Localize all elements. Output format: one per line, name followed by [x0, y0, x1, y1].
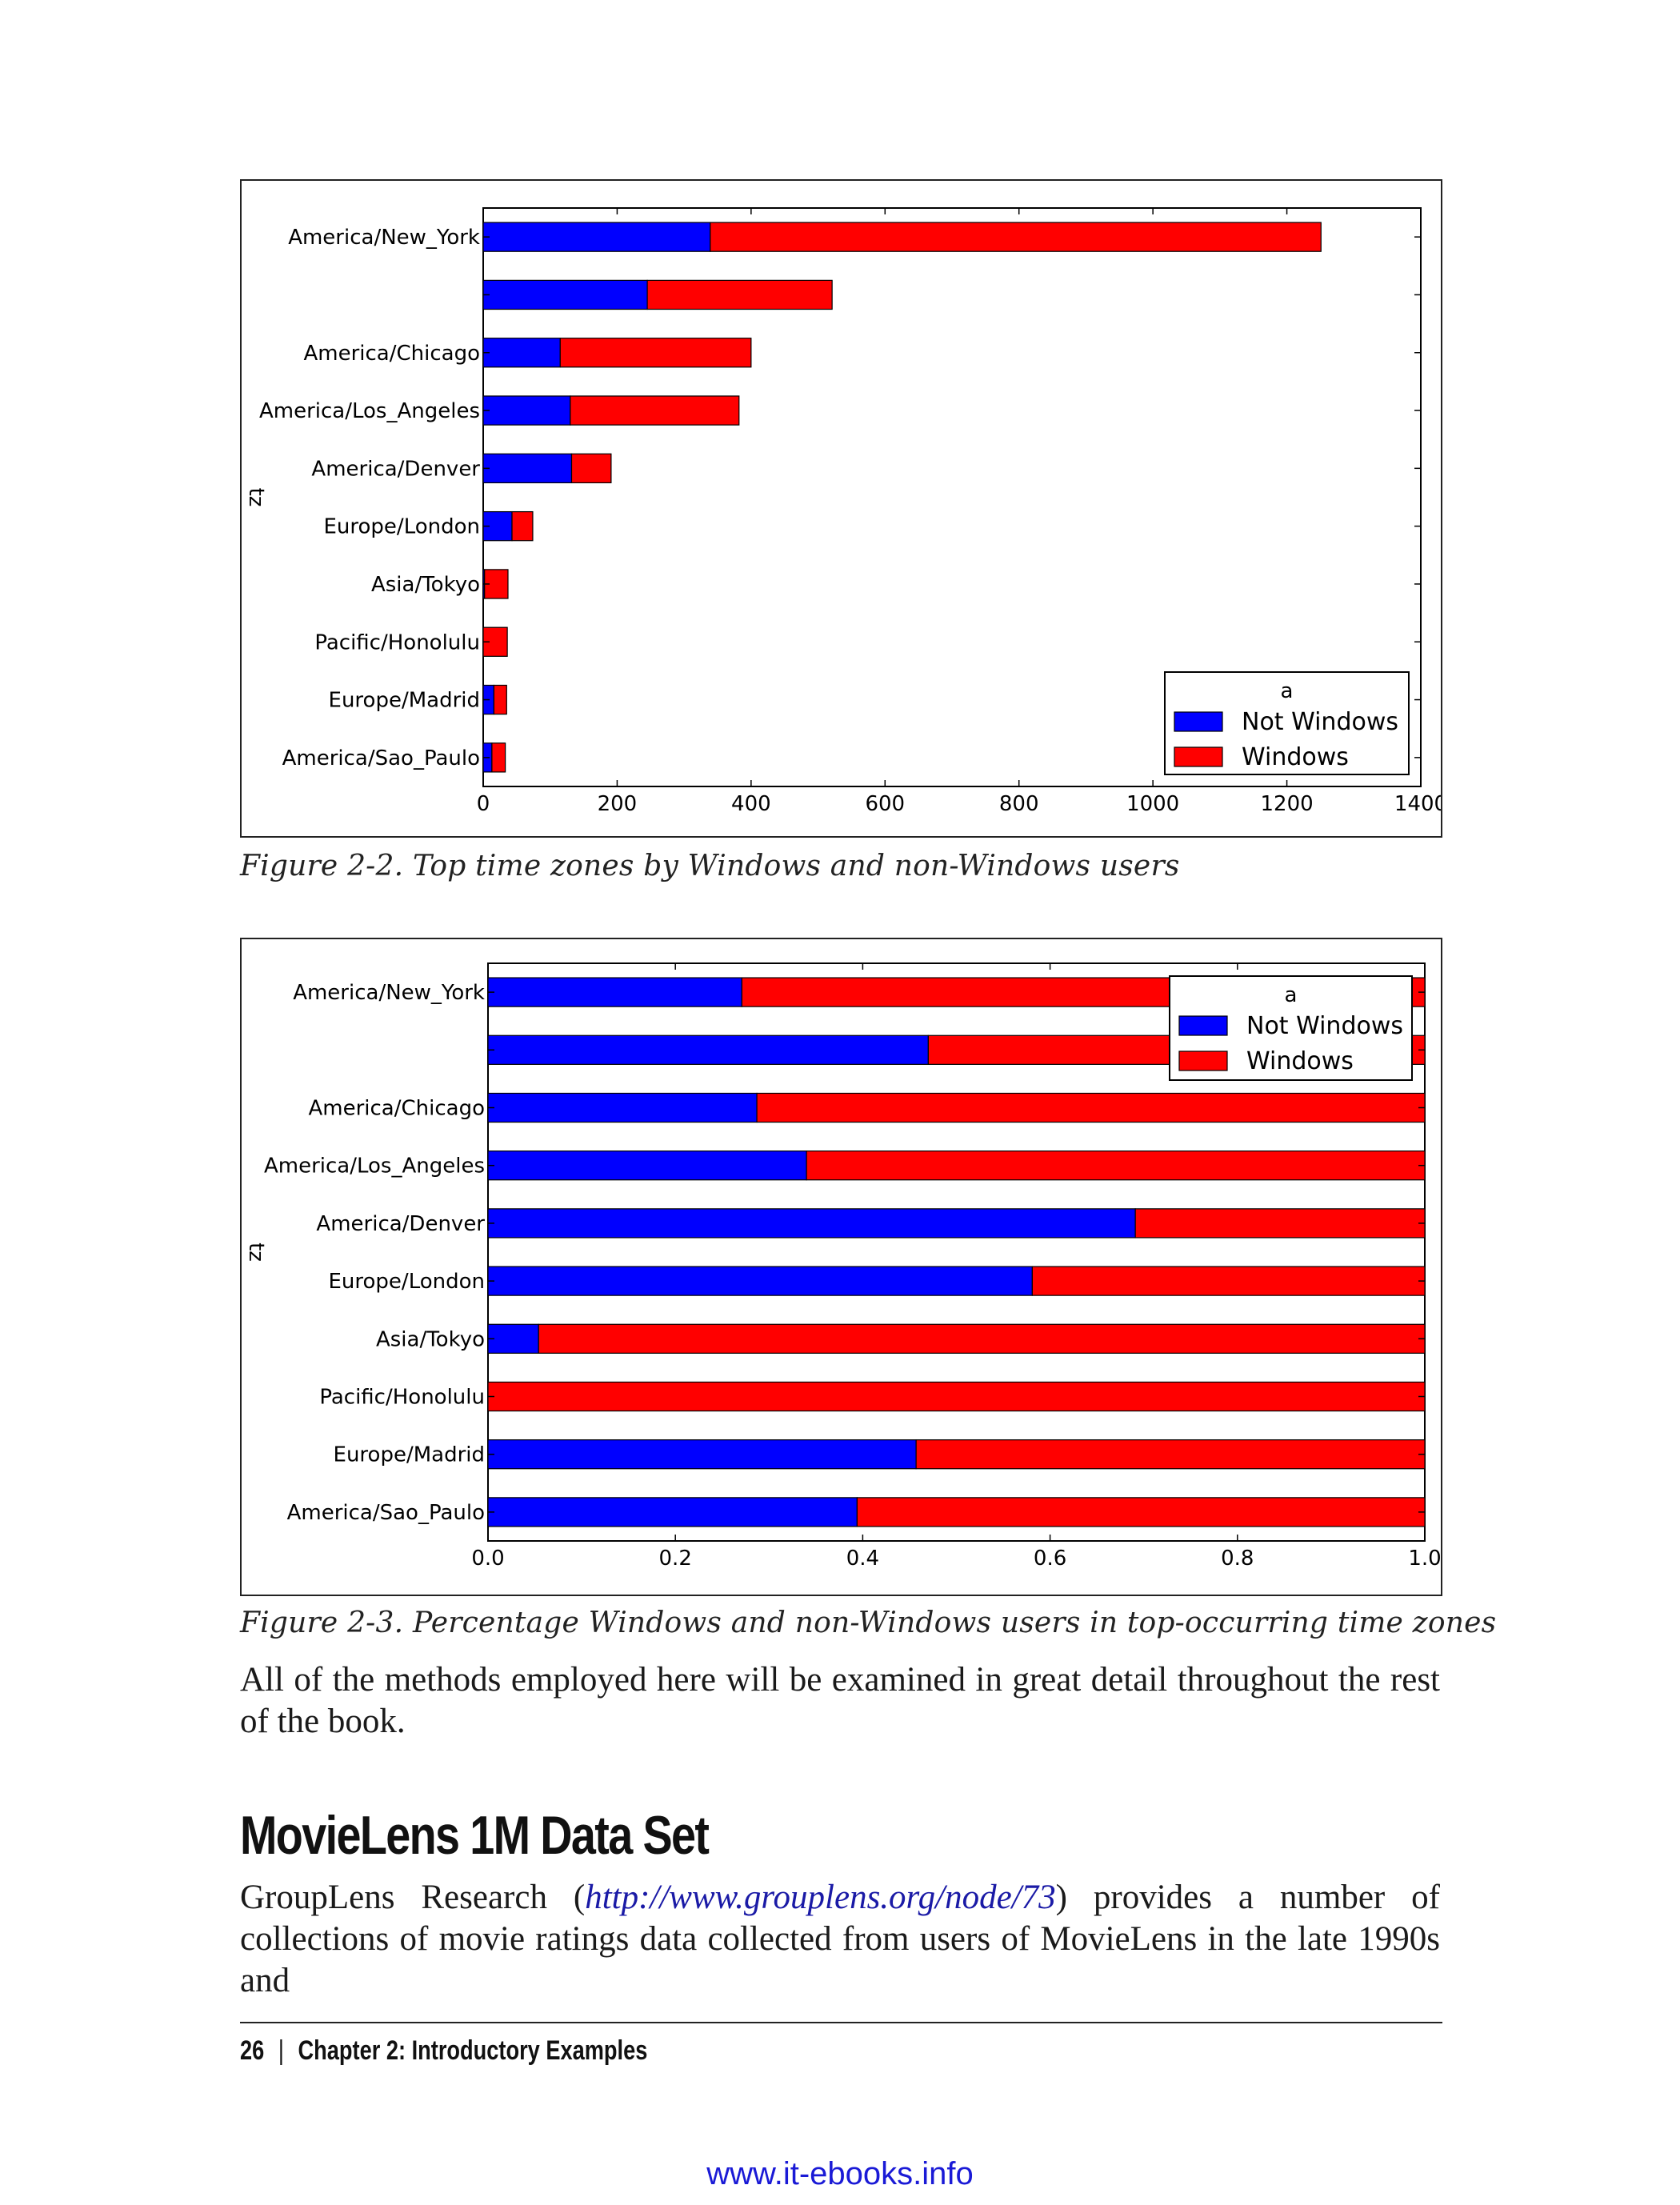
- bar-not-windows-europe-london: [487, 1266, 1033, 1296]
- figure-2-3-caption: Figure 2-3. Percentage Windows and non-W…: [240, 1607, 1497, 1639]
- category-label-america-sao-paulo: America/Sao_Paulo: [287, 1501, 485, 1525]
- bar-windows-america-denver: [570, 453, 612, 484]
- category-label-asia-tokyo: Asia/Tokyo: [371, 573, 480, 597]
- figure-2-3-chart: tz America/New_York America/Chicago America…: [244, 962, 1441, 1571]
- category-label-america-new-york: America/New_York: [288, 226, 480, 250]
- bar-not-windows-america-chicago: [487, 1092, 758, 1123]
- x-tick-label: 0.4: [846, 1547, 879, 1571]
- category-label-pacific-honolulu: Pacific/Honolulu: [314, 630, 480, 654]
- bar-windows-america-chicago: [559, 338, 752, 368]
- bar-not-windows-asia-tokyo: [487, 1323, 539, 1354]
- bar-not-windows-europe-madrid: [487, 1439, 917, 1470]
- category-label-america-chicago: America/Chicago: [303, 342, 480, 366]
- page-footer: 26 | Chapter 2: Introductory Examples: [240, 2035, 647, 2067]
- x-tick-label: 800: [999, 792, 1039, 816]
- category-label-asia-tokyo: Asia/Tokyo: [376, 1327, 485, 1351]
- paragraph-grouplens-text-end: ) provides a number of collections of mo…: [240, 1879, 1440, 1999]
- x-tick-label: 0.2: [659, 1547, 692, 1571]
- category-label-america-denver: America/Denver: [311, 457, 480, 481]
- watermark-link[interactable]: www.it-ebooks.info: [706, 2156, 974, 2191]
- x-tick-label: 1000: [1126, 792, 1179, 816]
- bar-not-windows-america-los-angeles: [487, 1151, 807, 1181]
- category-label-pacific-honolulu: Pacific/Honolulu: [319, 1386, 485, 1410]
- bar-windows-asia-tokyo: [538, 1323, 1426, 1354]
- x-tick-label: 1400: [1394, 792, 1441, 816]
- category-label-america-los-angeles: America/Los_Angeles: [259, 399, 480, 423]
- bar-not-windows-america-los-angeles: [482, 395, 571, 426]
- bar-not-windows-america-new-york: [482, 222, 711, 252]
- x-tick-label: 0.0: [471, 1547, 504, 1571]
- legend-label-not-windows: Not Windows: [1246, 1012, 1403, 1040]
- bar-not-windows-unnamed: [482, 279, 648, 310]
- bar-windows-pacific-honolulu: [487, 1381, 1426, 1412]
- page-number: 26: [240, 2035, 265, 2066]
- y-axis-label: tz: [244, 488, 268, 507]
- bar-not-windows-america-sao-paulo: [487, 1497, 858, 1527]
- bar-windows-europe-london: [1031, 1266, 1426, 1296]
- category-label-europe-madrid: Europe/Madrid: [334, 1443, 485, 1467]
- x-tick-label: 1.0: [1408, 1547, 1441, 1571]
- footer-rule: [240, 2022, 1442, 2023]
- category-label-america-chicago: America/Chicago: [308, 1097, 485, 1121]
- bar-windows-america-chicago: [756, 1092, 1426, 1123]
- x-tick-label: 400: [731, 792, 771, 816]
- section-title: MovieLens 1M Data Set: [240, 1805, 710, 1866]
- x-tick-label: 0: [477, 792, 490, 816]
- legend-label-windows: Windows: [1246, 1047, 1354, 1075]
- bar-not-windows-unnamed: [487, 1034, 929, 1065]
- footer-separator: |: [278, 2035, 284, 2066]
- figure-2-3-frame: tz America/New_York America/Chicago America…: [240, 938, 1442, 1596]
- bar-not-windows-america-chicago: [482, 338, 561, 368]
- grouplens-link[interactable]: http://www.grouplens.org/node/73: [585, 1879, 1056, 1916]
- legend-swatch-windows: [1178, 1050, 1228, 1071]
- category-label-europe-london: Europe/London: [324, 515, 481, 539]
- category-label-america-sao-paulo: America/Sao_Paulo: [282, 746, 480, 770]
- legend-title: a: [1281, 679, 1294, 703]
- paragraph-methods: All of the methods employed here will be…: [240, 1661, 1440, 1740]
- bar-not-windows-america-denver: [487, 1208, 1136, 1239]
- bar-windows-europe-london: [511, 510, 534, 542]
- paragraph-grouplens-text-start: GroupLens Research (: [240, 1879, 586, 1916]
- legend-title: a: [1285, 983, 1298, 1007]
- bar-windows-america-los-angeles: [806, 1151, 1426, 1181]
- legend-label-windows: Windows: [1242, 743, 1349, 771]
- paragraph-grouplens: GroupLens Research (http://www.grouplens…: [240, 1877, 1440, 2002]
- x-tick-label: 1200: [1260, 792, 1313, 816]
- legend-swatch-windows: [1174, 746, 1223, 767]
- bar-windows-america-los-angeles: [570, 395, 740, 426]
- plot-area-frame: [487, 962, 1426, 1542]
- category-label-america-los-angeles: America/Los_Angeles: [264, 1155, 485, 1179]
- x-tick-label: 0.8: [1221, 1547, 1254, 1571]
- y-axis-label: tz: [244, 1243, 268, 1262]
- figure-2-2-caption: Figure 2-2. Top time zones by Windows an…: [240, 850, 1180, 882]
- bar-windows-asia-tokyo: [484, 569, 509, 599]
- category-label-america-new-york: America/New_York: [293, 981, 485, 1005]
- chapter-title: Chapter 2: Introductory Examples: [298, 2035, 648, 2066]
- bar-windows-america-sao-paulo: [856, 1497, 1426, 1527]
- x-tick-label: 600: [865, 792, 905, 816]
- category-label-europe-madrid: Europe/Madrid: [329, 689, 480, 713]
- bar-not-windows-america-new-york: [487, 977, 742, 1007]
- bar-windows-europe-madrid: [493, 684, 507, 715]
- bar-windows-america-sao-paulo: [491, 742, 506, 773]
- x-tick-label: 0.6: [1034, 1547, 1066, 1571]
- category-label-america-denver: America/Denver: [316, 1212, 485, 1236]
- bar-windows-america-denver: [1134, 1208, 1426, 1239]
- bar-windows-america-new-york: [710, 222, 1322, 252]
- figure-2-2-chart: tz America/New_York America/Chicago America…: [244, 207, 1441, 816]
- legend-swatch-not-windows: [1178, 1015, 1228, 1036]
- bar-windows-europe-madrid: [915, 1439, 1426, 1470]
- legend-swatch-not-windows: [1174, 711, 1223, 732]
- bar-not-windows-america-denver: [482, 453, 573, 484]
- legend-label-not-windows: Not Windows: [1242, 708, 1398, 736]
- bar-windows-unnamed: [646, 279, 833, 310]
- plot-area-frame: [482, 207, 1422, 787]
- category-label-europe-london: Europe/London: [329, 1270, 486, 1294]
- figure-2-2-frame: tz America/New_York America/Chicago America…: [240, 179, 1442, 838]
- x-tick-label: 200: [598, 792, 638, 816]
